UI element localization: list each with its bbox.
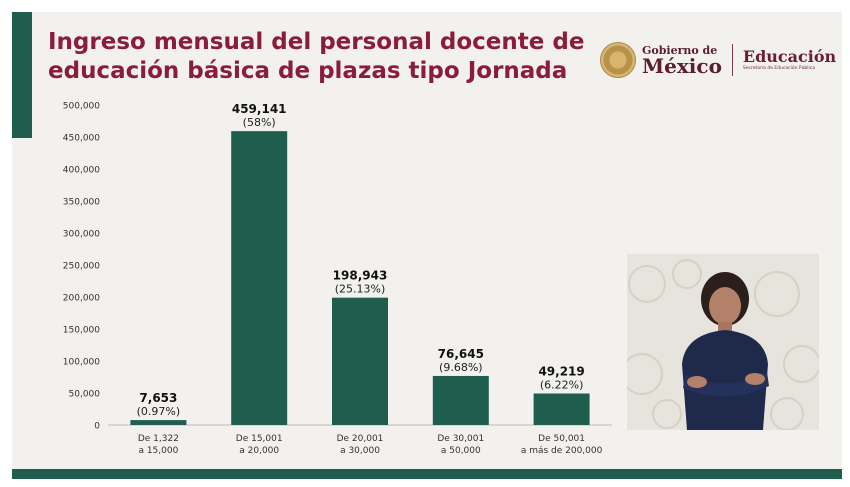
chart-title: Ingreso mensual del personal docente de … — [48, 28, 608, 86]
bar-percent-label: (6.22%) — [540, 378, 584, 391]
bar-value-label: 7,653 — [139, 391, 177, 405]
x-category-label: a 30,000 — [340, 446, 380, 456]
y-tick-label: 450,000 — [63, 134, 100, 144]
sign-language-interpreter — [627, 254, 819, 430]
bar-value-label: 459,141 — [232, 102, 287, 116]
bar — [130, 420, 187, 425]
x-category-label: a 50,000 — [441, 446, 481, 456]
bar-value-label: 49,219 — [538, 364, 584, 378]
gobierno-logo: Gobierno de México — [642, 45, 722, 76]
bar-value-label: 76,645 — [438, 347, 484, 361]
x-category-label: a 15,000 — [138, 446, 178, 456]
y-tick-label: 50,000 — [69, 390, 101, 400]
bar-value-label: 198,943 — [333, 269, 388, 283]
bar-percent-label: (0.97%) — [137, 405, 181, 418]
bar-percent-label: (25.13%) — [335, 283, 386, 296]
x-category-label: De 30,001 — [437, 434, 484, 444]
bar — [332, 297, 388, 425]
y-tick-label: 0 — [94, 422, 100, 432]
y-tick-label: 400,000 — [63, 166, 100, 176]
mexico-seal-icon — [600, 42, 636, 78]
y-tick-label: 500,000 — [63, 102, 100, 112]
title-line-1: Ingreso mensual del personal docente de — [48, 29, 585, 55]
slide: Ingreso mensual del personal docente de … — [12, 12, 842, 479]
x-category-label: a más de 200,000 — [521, 446, 603, 456]
x-category-label: De 15,001 — [236, 434, 283, 444]
x-category-label: a 20,000 — [239, 446, 279, 456]
sep-label: Secretaría de Educación Pública — [742, 65, 816, 71]
y-tick-label: 200,000 — [63, 294, 100, 304]
bar-percent-label: (9.68%) — [439, 361, 483, 374]
bar-percent-label: (58%) — [243, 116, 276, 129]
educacion-label: Educación — [742, 46, 837, 66]
x-category-label: De 50,001 — [538, 434, 585, 444]
y-tick-label: 250,000 — [63, 262, 100, 272]
interpreter-image — [627, 254, 819, 430]
mexico-label: México — [642, 53, 722, 78]
bar-chart: 0 50,000 100,000 150,000 200,000 250,000 300,0… — [63, 102, 612, 456]
x-category-label: De 20,001 — [337, 434, 384, 444]
y-tick-label: 350,000 — [63, 198, 100, 208]
bar — [432, 375, 489, 425]
y-tick-label: 150,000 — [63, 326, 100, 336]
bottom-band — [12, 469, 842, 479]
accent-bar — [12, 12, 32, 138]
y-tick-label: 100,000 — [63, 358, 100, 368]
logos: Gobierno de México Educación Secretaría … — [600, 40, 836, 80]
gobierno-label: Gobierno de — [642, 43, 718, 57]
logo-divider — [731, 44, 733, 76]
title-line-2: educación básica de plazas tipo Jornada — [48, 58, 568, 84]
x-category-label: De 1,322 — [138, 434, 179, 444]
y-tick-label: 300,000 — [63, 230, 100, 240]
bar — [231, 131, 288, 425]
bar — [533, 393, 590, 425]
educacion-logo: Educación Secretaría de Educación Públic… — [742, 46, 837, 72]
